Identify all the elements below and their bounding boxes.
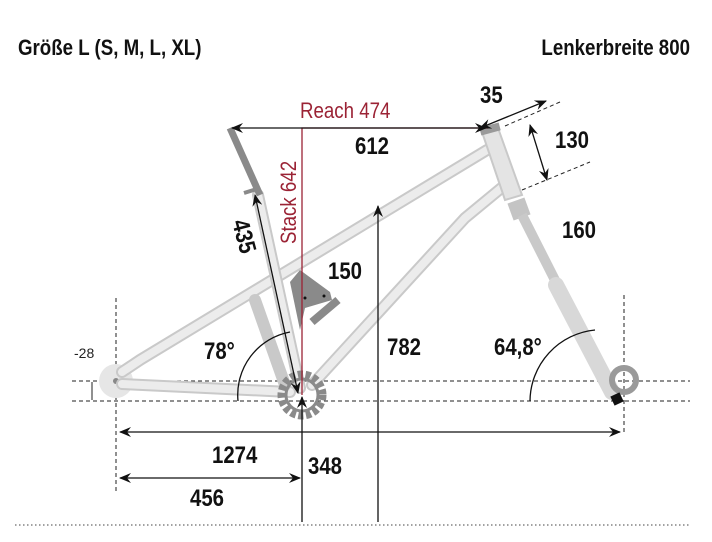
rear-shock bbox=[309, 296, 341, 326]
bike-frame bbox=[99, 122, 639, 420]
reference-lines bbox=[72, 101, 690, 492]
standover-label: 782 bbox=[387, 333, 421, 360]
seat-angle-arc bbox=[237, 331, 291, 402]
reach-label: Reach 474 bbox=[300, 100, 390, 124]
fork-travel-label: 160 bbox=[562, 216, 596, 243]
top-tube-label: 612 bbox=[355, 132, 389, 159]
head-angle-label: 64,8° bbox=[494, 333, 542, 360]
stack-label: Stack 642 bbox=[278, 161, 302, 244]
chainstay-label: 456 bbox=[190, 484, 224, 511]
seat-angle-label: 78° bbox=[204, 337, 235, 364]
bb-drop-label: -28 bbox=[74, 345, 94, 361]
front-axle bbox=[609, 365, 639, 395]
bb-height-label: 348 bbox=[308, 452, 342, 479]
size-label: Größe L (S, M, L, XL) bbox=[18, 37, 201, 61]
rear-travel-label: 150 bbox=[328, 257, 362, 284]
seat-tube-label: 435 bbox=[227, 216, 262, 256]
stem-label: 35 bbox=[480, 81, 503, 108]
head-angle-arc bbox=[529, 329, 596, 402]
head-tube bbox=[480, 126, 524, 202]
fork-lower bbox=[548, 277, 620, 400]
rocker-link bbox=[290, 270, 332, 330]
handlebar-width-label: Lenkerbreite 800 bbox=[541, 37, 690, 61]
wheelbase-label: 1274 bbox=[212, 441, 258, 468]
dimension-arrows bbox=[119, 100, 621, 522]
seat-post bbox=[226, 126, 264, 197]
spacer-label: 130 bbox=[555, 126, 589, 153]
dimension-labels: 612 35 130 160 435 150 78° 782 64,8° -28… bbox=[74, 81, 596, 511]
